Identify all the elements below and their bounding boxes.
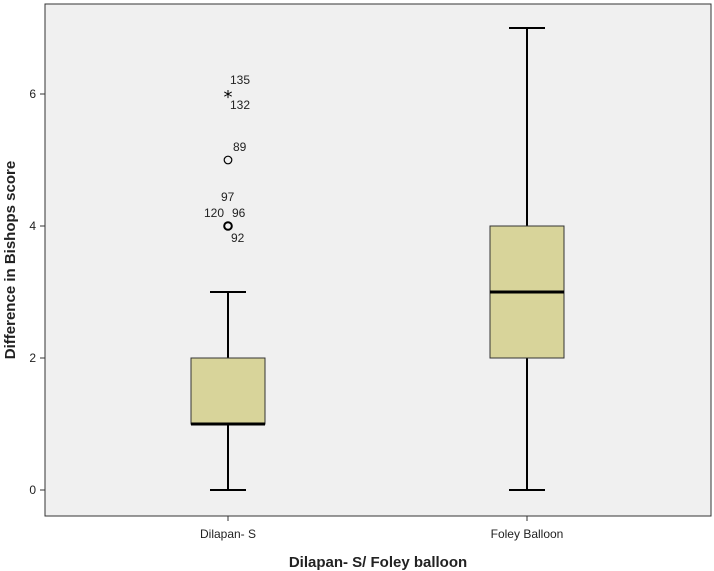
plot-area [44,3,712,517]
outlier-label: 96 [232,206,246,220]
y-tick-label: 4 [29,219,36,233]
y-tick-label: 0 [29,483,36,497]
x-axis-title: Dilapan- S/ Foley balloon [289,554,467,571]
box-series: 97 120 96 92 89 *135 132 [190,27,565,491]
y-axis: 0 2 4 6 [29,87,45,497]
outlier-label: 92 [231,231,245,245]
x-axis: Dilapan- S Foley Balloon [200,516,563,541]
outlier-label: 97 [221,190,235,204]
y-tick-label: 2 [29,351,36,365]
x-tick-label: Dilapan- S [200,527,256,541]
y-axis-title: Difference in Bishops score [2,161,19,359]
box-1: 97 120 96 92 89 *135 132 [190,73,266,491]
y-tick-label: 6 [29,87,36,101]
outlier-label: 132 [230,98,250,112]
outlier-label: 135 [230,73,250,87]
outlier-label: 120 [204,206,224,220]
outlier-marker [223,221,233,231]
iqr-box [190,357,266,425]
outlier-label: 89 [233,140,247,154]
x-tick-label: Foley Balloon [491,527,564,541]
extreme-outlier-marker: * [224,87,233,108]
box-2 [489,27,565,491]
outlier-marker [223,155,233,165]
